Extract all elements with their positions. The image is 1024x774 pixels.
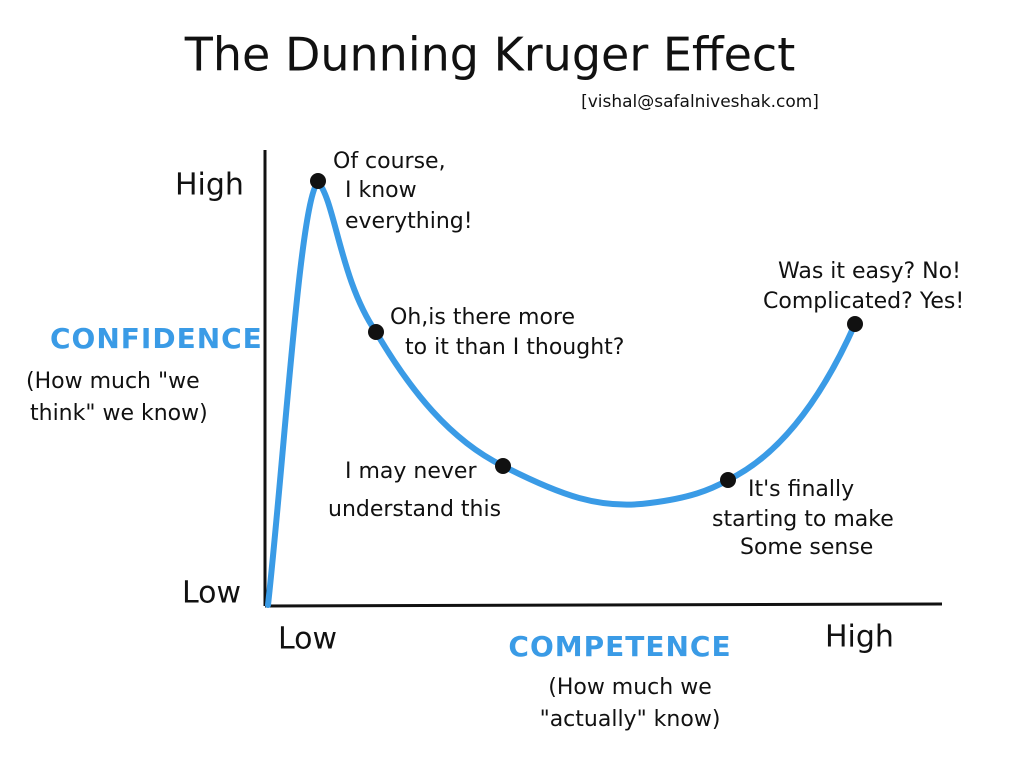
x-low: Low — [278, 622, 337, 657]
annotation: starting to make — [712, 507, 894, 532]
annotation: Was it easy? No! — [778, 259, 961, 284]
y-sublabel: think" we know) — [30, 401, 208, 426]
annotation: Some sense — [740, 535, 873, 560]
annotation: Complicated? Yes! — [763, 289, 964, 314]
point — [495, 458, 511, 474]
y-low: Low — [182, 576, 241, 611]
annotation: everything! — [345, 209, 473, 234]
point — [368, 324, 384, 340]
annotation: I may never — [345, 459, 477, 484]
point — [720, 472, 736, 488]
annotation: Oh,is there more — [390, 305, 575, 330]
x-label: COMPETENCE — [508, 630, 731, 663]
y-label: CONFIDENCE — [50, 322, 263, 355]
x-sublabel: (How much we — [548, 675, 712, 700]
annotation: It's finally — [748, 477, 854, 502]
annotation: Of course, — [333, 149, 446, 174]
subtitle: [vishal@safalniveshak.com] — [581, 92, 819, 112]
y-sublabel: (How much "we — [26, 369, 200, 394]
y-high: High — [175, 168, 244, 203]
point — [310, 173, 326, 189]
annotation: I know — [345, 178, 417, 203]
x-sublabel: "actually" know) — [540, 707, 721, 732]
title: The Dunning Kruger Effect — [184, 28, 795, 82]
annotation: to it than I thought? — [405, 335, 624, 360]
point — [847, 316, 863, 332]
x-axis — [264, 602, 943, 608]
annotation: understand this — [328, 497, 501, 522]
x-high: High — [825, 620, 894, 655]
